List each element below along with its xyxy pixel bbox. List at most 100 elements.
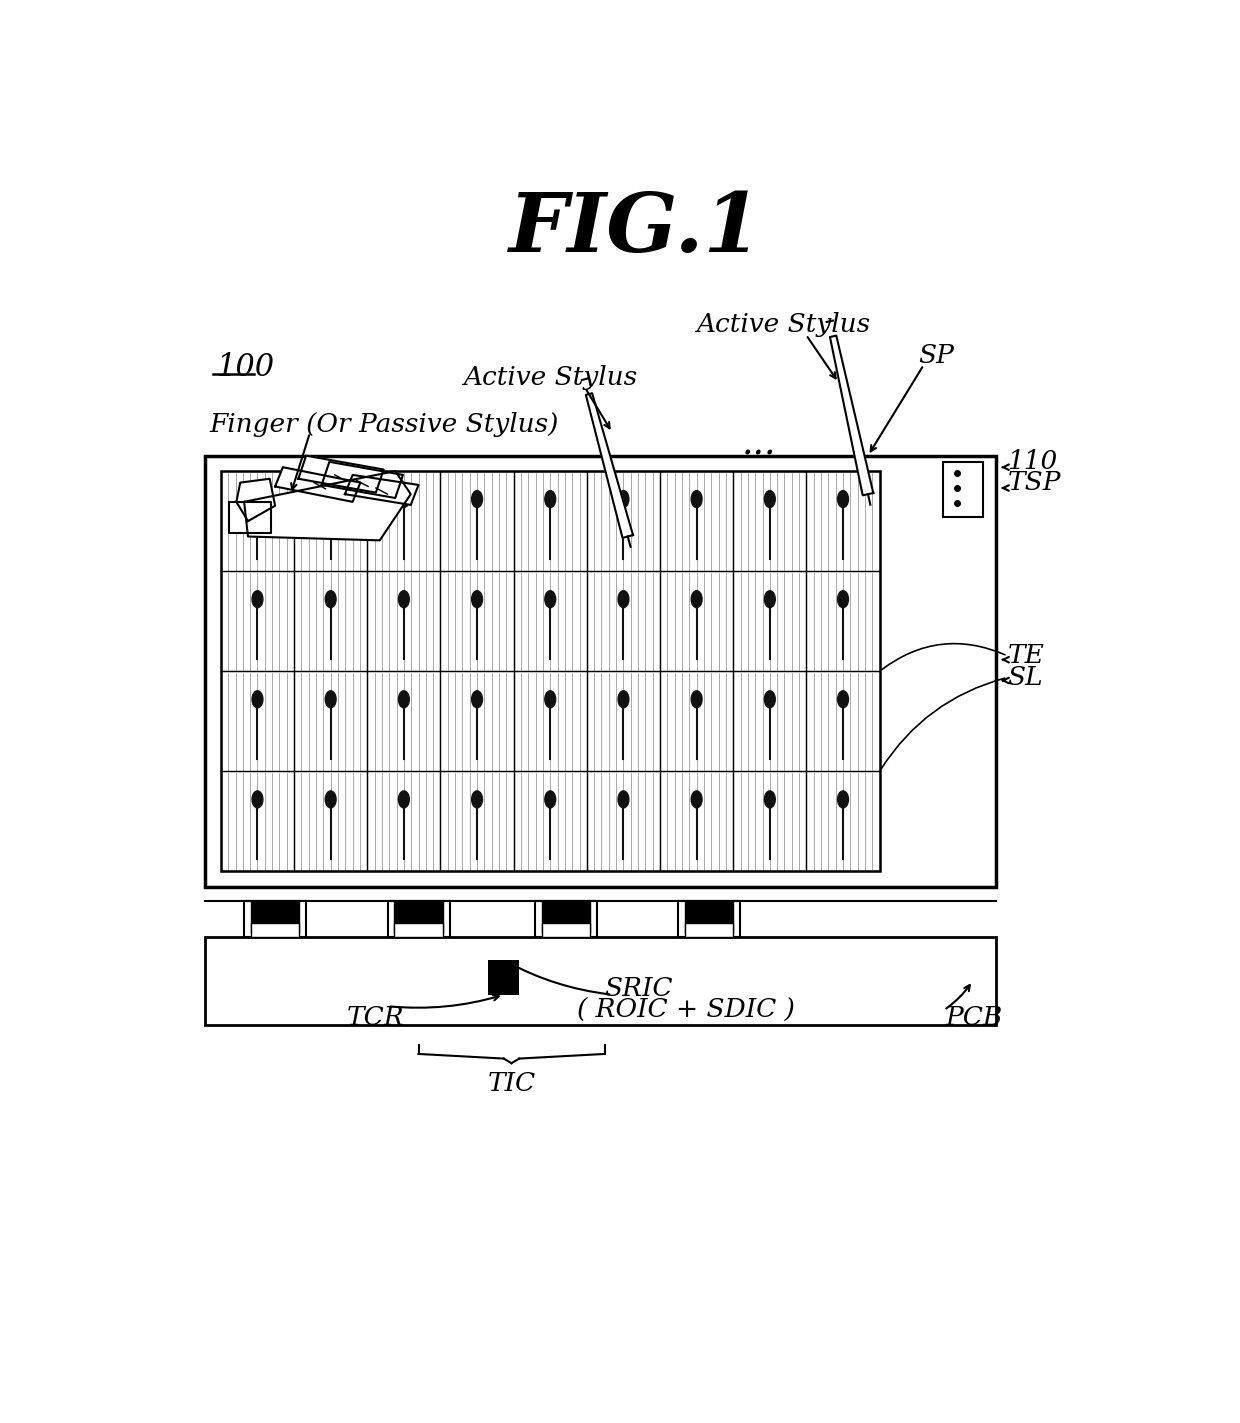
Text: FIG.1: FIG.1: [508, 188, 763, 269]
Bar: [542, 924, 590, 936]
Bar: [806, 571, 879, 672]
Bar: [294, 471, 367, 571]
Bar: [733, 771, 806, 871]
Text: 100: 100: [217, 351, 275, 383]
Ellipse shape: [691, 690, 702, 707]
Text: TE: TE: [1007, 643, 1044, 669]
Bar: [684, 924, 733, 936]
Text: ( ROIC + SDIC ): ( ROIC + SDIC ): [578, 998, 795, 1023]
Ellipse shape: [691, 491, 702, 508]
Polygon shape: [244, 471, 410, 541]
Bar: [367, 471, 440, 571]
Bar: [394, 901, 443, 933]
Bar: [587, 672, 660, 771]
Bar: [221, 471, 294, 571]
Polygon shape: [299, 455, 383, 492]
Polygon shape: [830, 336, 873, 495]
Bar: [440, 771, 513, 871]
Ellipse shape: [252, 491, 263, 508]
Polygon shape: [585, 393, 632, 538]
Ellipse shape: [544, 591, 556, 608]
Bar: [587, 471, 660, 571]
Text: SRIC: SRIC: [605, 976, 673, 1000]
Bar: [294, 571, 367, 672]
Bar: [250, 901, 299, 933]
Bar: [440, 672, 513, 771]
Ellipse shape: [837, 791, 848, 808]
Bar: [513, 672, 587, 771]
Ellipse shape: [618, 491, 629, 508]
Bar: [440, 471, 513, 571]
Ellipse shape: [398, 591, 409, 608]
Polygon shape: [321, 462, 403, 498]
Ellipse shape: [471, 591, 482, 608]
Ellipse shape: [618, 591, 629, 608]
Bar: [387, 901, 449, 936]
Bar: [206, 455, 996, 887]
Text: SP: SP: [919, 343, 955, 369]
Ellipse shape: [325, 491, 336, 508]
Bar: [542, 901, 590, 933]
Bar: [806, 471, 879, 571]
Polygon shape: [228, 502, 272, 532]
Bar: [489, 961, 520, 995]
Ellipse shape: [398, 690, 409, 707]
Bar: [244, 901, 306, 936]
Polygon shape: [237, 478, 275, 521]
Bar: [733, 672, 806, 771]
Bar: [221, 672, 294, 771]
Bar: [678, 901, 740, 936]
Bar: [367, 672, 440, 771]
Bar: [221, 471, 879, 871]
Ellipse shape: [691, 591, 702, 608]
Bar: [806, 771, 879, 871]
Bar: [513, 571, 587, 672]
Ellipse shape: [325, 690, 336, 707]
Bar: [250, 924, 299, 936]
Ellipse shape: [325, 591, 336, 608]
Ellipse shape: [837, 690, 848, 707]
Ellipse shape: [252, 690, 263, 707]
Ellipse shape: [252, 791, 263, 808]
Bar: [660, 771, 733, 871]
Ellipse shape: [398, 791, 409, 808]
Bar: [587, 771, 660, 871]
Bar: [806, 672, 879, 771]
Ellipse shape: [398, 491, 409, 508]
Bar: [221, 771, 294, 871]
Bar: [733, 571, 806, 672]
Ellipse shape: [764, 791, 775, 808]
Text: Active Stylus: Active Stylus: [696, 312, 869, 337]
Bar: [294, 771, 367, 871]
Bar: [534, 901, 596, 936]
Bar: [367, 571, 440, 672]
Text: Finger (Or Passive Stylus): Finger (Or Passive Stylus): [210, 413, 559, 437]
Text: 110: 110: [1007, 450, 1058, 474]
Ellipse shape: [764, 491, 775, 508]
Text: ...: ...: [743, 427, 776, 461]
Bar: [206, 936, 996, 1026]
Ellipse shape: [837, 591, 848, 608]
Text: Active Stylus: Active Stylus: [464, 364, 637, 390]
Bar: [587, 571, 660, 672]
Ellipse shape: [544, 791, 556, 808]
Ellipse shape: [837, 491, 848, 508]
Ellipse shape: [618, 690, 629, 707]
Bar: [513, 471, 587, 571]
Text: SL: SL: [1007, 665, 1043, 690]
Polygon shape: [275, 467, 361, 502]
Bar: [660, 672, 733, 771]
Ellipse shape: [471, 690, 482, 707]
Bar: [294, 672, 367, 771]
Text: TIC: TIC: [487, 1070, 536, 1096]
Text: TCR: TCR: [347, 1005, 404, 1030]
Bar: [440, 571, 513, 672]
Bar: [684, 901, 733, 933]
Bar: [660, 471, 733, 571]
Ellipse shape: [544, 491, 556, 508]
Ellipse shape: [691, 791, 702, 808]
Bar: [944, 462, 983, 517]
Text: PCB: PCB: [945, 1005, 1003, 1030]
Ellipse shape: [764, 690, 775, 707]
Bar: [367, 771, 440, 871]
